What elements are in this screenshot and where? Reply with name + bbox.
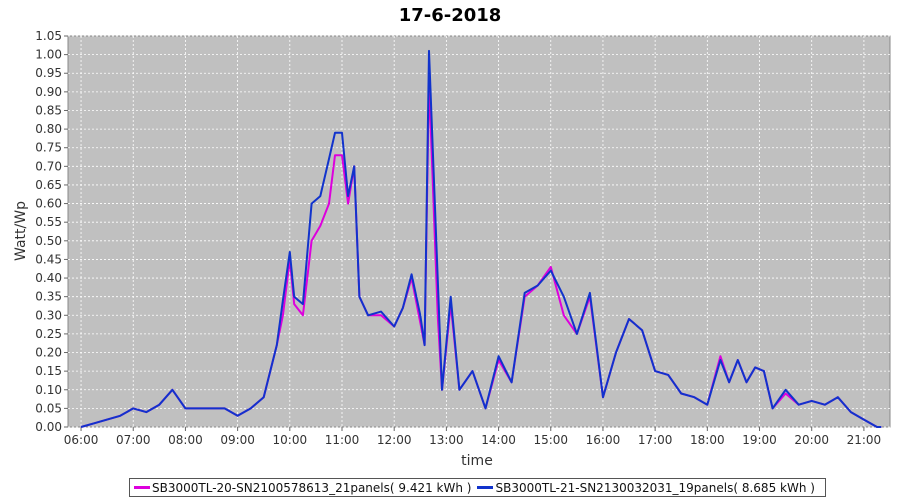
y-tick-label: 0.00 — [35, 420, 62, 434]
y-tick-label: 0.25 — [35, 327, 62, 341]
x-tick-label: 15:00 — [533, 433, 568, 447]
x-tick-label: 07:00 — [116, 433, 151, 447]
y-tick-label: 1.05 — [35, 29, 62, 43]
y-tick-label: 0.15 — [35, 364, 62, 378]
y-tick-label: 0.40 — [35, 271, 62, 285]
plot-area — [67, 35, 891, 428]
x-tick-label: 17:00 — [638, 433, 673, 447]
x-tick-label: 18:00 — [690, 433, 725, 447]
y-tick-label: 0.05 — [35, 401, 62, 415]
y-tick-label: 0.35 — [35, 290, 62, 304]
y-axis-label: Watt/Wp — [13, 201, 29, 261]
y-tick-label: 0.55 — [35, 215, 62, 229]
x-tick-label: 06:00 — [64, 433, 99, 447]
grid-lines — [68, 35, 890, 428]
x-tick-label: 11:00 — [325, 433, 360, 447]
legend-swatch-series-2 — [477, 486, 494, 489]
chart-title: 17-6-2018 — [399, 5, 502, 26]
x-tick-label: 21:00 — [847, 433, 882, 447]
y-tick-label: 0.70 — [35, 159, 62, 173]
x-tick-label: 19:00 — [742, 433, 777, 447]
y-tick-label: 0.60 — [35, 197, 62, 211]
x-tick-label: 10:00 — [273, 433, 308, 447]
y-tick-label: 0.30 — [35, 308, 62, 322]
y-tick-label: 0.90 — [35, 85, 62, 99]
y-tick-label: 0.20 — [35, 346, 62, 360]
x-tick-label: 16:00 — [586, 433, 621, 447]
x-tick-label: 13:00 — [429, 433, 464, 447]
y-tick-label: 0.65 — [35, 178, 62, 192]
series-line-2 — [80, 49, 882, 428]
y-tick-label: 0.45 — [35, 252, 62, 266]
x-axis-ticks: 06:00 07:00 08:00 09:00 10:00 11:00 12:00 13:00… — [64, 427, 881, 447]
y-tick-label: 0.85 — [35, 103, 62, 117]
series-lines — [80, 49, 882, 428]
y-tick-label: 0.50 — [35, 234, 62, 248]
legend-swatch-series-1 — [134, 486, 150, 489]
y-tick-label: 0.10 — [35, 383, 62, 397]
legend-item-series-1: SB3000TL-20-SN2100578613_21panels( 9.421… — [134, 481, 471, 495]
legend-label-series-1: SB3000TL-20-SN2100578613_21panels( 9.421… — [152, 480, 472, 495]
y-tick-label: 0.75 — [35, 141, 62, 155]
y-tick-label: 0.95 — [35, 66, 62, 80]
y-tick-label: 0.80 — [35, 122, 62, 136]
x-tick-label: 14:00 — [481, 433, 516, 447]
legend-label-series-2: SB3000TL-21-SN2130032031_19panels( 8.685… — [495, 480, 815, 495]
legend-item-series-2: SB3000TL-21-SN2130032031_19panels( 8.685… — [477, 480, 815, 495]
x-tick-label: 12:00 — [377, 433, 412, 447]
x-tick-label: 20:00 — [794, 433, 829, 447]
x-tick-label: 09:00 — [220, 433, 255, 447]
legend: SB3000TL-20-SN2100578613_21panels( 9.421… — [129, 478, 826, 497]
y-axis-ticks: 0.00 0.05 0.10 0.15 0.20 0.25 0.30 0.35 0.40 0.45… — [35, 29, 68, 434]
x-tick-label: 08:00 — [168, 433, 203, 447]
x-axis-label: time — [461, 453, 493, 469]
y-tick-label: 1.00 — [35, 48, 62, 62]
